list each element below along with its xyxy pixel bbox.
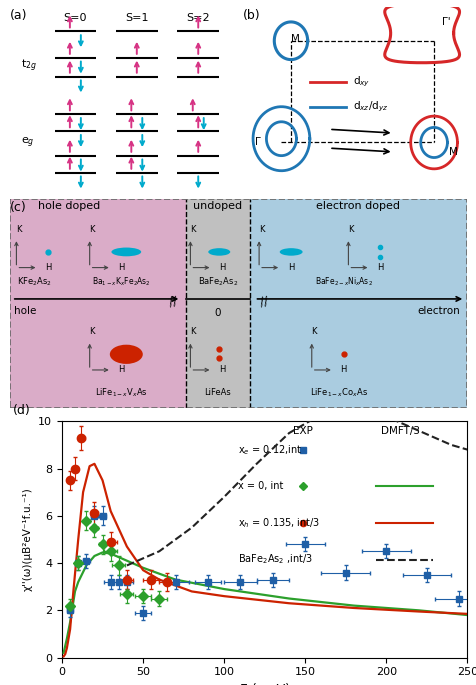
Text: H: H bbox=[288, 263, 294, 272]
Text: H: H bbox=[118, 366, 125, 375]
Text: electron doped: electron doped bbox=[315, 201, 399, 211]
Text: LiFe$_{1-x}$V$_x$As: LiFe$_{1-x}$V$_x$As bbox=[95, 386, 148, 399]
Text: H: H bbox=[377, 263, 383, 272]
Text: x$_e$ = 0.12,int: x$_e$ = 0.12,int bbox=[238, 443, 302, 456]
Text: K: K bbox=[189, 225, 195, 234]
Text: (c): (c) bbox=[10, 201, 26, 214]
Text: e$_g$: e$_g$ bbox=[20, 135, 34, 150]
X-axis label: E (meV): E (meV) bbox=[239, 683, 289, 685]
Text: electron: electron bbox=[416, 306, 459, 316]
Text: K: K bbox=[89, 327, 95, 336]
Text: LiFeAs: LiFeAs bbox=[204, 388, 231, 397]
Text: K: K bbox=[189, 327, 195, 336]
Text: x = 0, int: x = 0, int bbox=[238, 482, 283, 491]
Text: x$_h$ = 0.135, int/3: x$_h$ = 0.135, int/3 bbox=[238, 516, 320, 530]
Text: LiFe$_{1-x}$Co$_x$As: LiFe$_{1-x}$Co$_x$As bbox=[309, 386, 367, 399]
Text: BaFe$_2$As$_2$: BaFe$_2$As$_2$ bbox=[198, 275, 238, 288]
Text: M: M bbox=[291, 34, 299, 44]
Text: EXP: EXP bbox=[293, 426, 313, 436]
Text: d$_{xz}$/d$_{yz}$: d$_{xz}$/d$_{yz}$ bbox=[352, 99, 387, 114]
Text: K: K bbox=[16, 225, 21, 234]
Text: t$_{2g}$: t$_{2g}$ bbox=[20, 58, 37, 75]
Ellipse shape bbox=[208, 248, 230, 256]
Ellipse shape bbox=[279, 248, 302, 256]
Text: (a): (a) bbox=[10, 9, 27, 22]
Text: K: K bbox=[258, 225, 264, 234]
Text: S=1: S=1 bbox=[125, 12, 148, 23]
Bar bbox=[249, 199, 466, 408]
Ellipse shape bbox=[111, 247, 141, 256]
Text: H: H bbox=[340, 366, 346, 375]
Text: Γ: Γ bbox=[254, 138, 260, 147]
Text: K: K bbox=[347, 225, 353, 234]
Text: S=0: S=0 bbox=[63, 12, 87, 23]
Text: BaFe$_2$As$_2$ ,int/3: BaFe$_2$As$_2$ ,int/3 bbox=[238, 553, 313, 566]
Text: //: // bbox=[258, 294, 268, 308]
Text: H: H bbox=[219, 366, 225, 375]
Text: DMFT/3: DMFT/3 bbox=[380, 426, 419, 436]
Text: K: K bbox=[89, 225, 95, 234]
Text: undoped: undoped bbox=[193, 201, 242, 211]
Text: K: K bbox=[311, 327, 316, 336]
Ellipse shape bbox=[109, 345, 142, 364]
Text: d$_{xy}$: d$_{xy}$ bbox=[352, 75, 369, 90]
Text: BaFe$_{2-x}$Ni$_x$As$_2$: BaFe$_{2-x}$Ni$_x$As$_2$ bbox=[314, 275, 372, 288]
Text: H: H bbox=[219, 263, 225, 272]
Text: H: H bbox=[118, 263, 125, 272]
Text: //: // bbox=[167, 294, 177, 308]
Text: KFe$_2$As$_2$: KFe$_2$As$_2$ bbox=[17, 275, 52, 288]
Text: S=2: S=2 bbox=[186, 12, 209, 23]
Text: hole: hole bbox=[14, 306, 37, 316]
Bar bbox=[186, 199, 249, 408]
Text: hole doped: hole doped bbox=[38, 201, 100, 211]
Y-axis label: χ''(ω)(μB²eV⁻¹f.u.⁻¹): χ''(ω)(μB²eV⁻¹f.u.⁻¹) bbox=[23, 488, 33, 591]
Text: Ba$_{1-x}$K$_x$Fe$_2$As$_2$: Ba$_{1-x}$K$_x$Fe$_2$As$_2$ bbox=[92, 275, 151, 288]
Text: (d): (d) bbox=[13, 403, 31, 416]
Text: (b): (b) bbox=[243, 9, 260, 22]
Text: M: M bbox=[448, 147, 456, 157]
Text: Γ': Γ' bbox=[441, 17, 449, 27]
Text: H: H bbox=[45, 263, 51, 272]
Text: 0: 0 bbox=[214, 308, 221, 318]
Bar bbox=[10, 199, 186, 408]
